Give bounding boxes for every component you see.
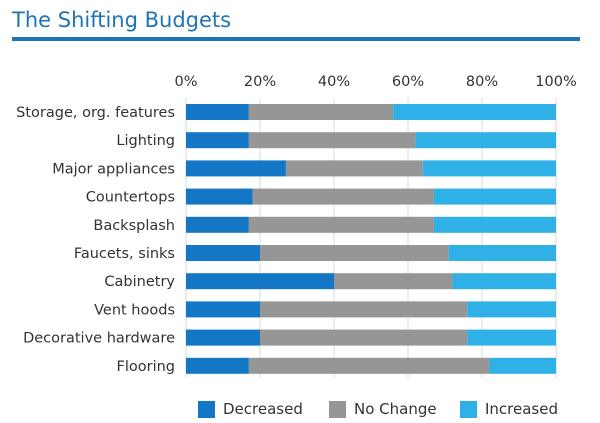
bar-segment	[260, 329, 468, 346]
category-label: Vent hoods	[94, 302, 175, 318]
x-tick-label: 100%	[535, 74, 576, 90]
bar-segment	[186, 216, 249, 233]
bar-segment	[252, 188, 434, 205]
bar-segment	[248, 357, 490, 374]
bar-segment	[186, 188, 253, 205]
category-label: Storage, org. features	[16, 105, 175, 121]
category-label: Flooring	[117, 359, 176, 375]
bar-segment	[448, 245, 556, 261]
bar-segment	[260, 301, 468, 318]
x-tick-label: 80%	[466, 74, 498, 90]
legend-swatch-no-change	[329, 400, 346, 418]
category-label: Countertops	[86, 190, 175, 206]
bar-segment	[393, 104, 556, 120]
legend-item-decreased: Decreased	[198, 400, 303, 418]
legend-label-no-change: No Change	[354, 400, 437, 418]
bar-segment	[433, 188, 556, 205]
bar-segment	[422, 160, 556, 177]
bar-segment	[415, 132, 556, 149]
legend-item-increased: Increased	[460, 400, 558, 418]
category-label: Cabinetry	[104, 274, 175, 290]
bar-segment	[433, 216, 556, 233]
bar-segment	[186, 245, 260, 261]
bar-segment	[186, 357, 249, 374]
chart-title: The Shifting Budgets	[12, 8, 232, 32]
bar-segment	[334, 273, 453, 290]
bar-segment	[489, 357, 556, 374]
x-tick-label: 60%	[392, 74, 424, 90]
stacked-bar-chart: 0% 20% 40% 60% 80% 100% Storage, org. features…	[16, 74, 577, 378]
bar-segment	[248, 104, 394, 120]
category-label: Lighting	[116, 133, 175, 149]
bar-segment	[467, 329, 556, 346]
legend: Decreased No Change Increased	[0, 400, 600, 420]
x-tick-label: 20%	[244, 74, 276, 90]
bar-segment	[248, 216, 434, 233]
category-label: Faucets, sinks	[74, 246, 175, 262]
legend-item-no-change: No Change	[329, 400, 437, 418]
bar-segment	[186, 329, 260, 346]
x-tick-label: 40%	[318, 74, 350, 90]
category-label: Decorative hardware	[23, 331, 175, 347]
bar-segment	[452, 273, 556, 290]
legend-swatch-decreased	[198, 400, 215, 418]
category-label: Major appliances	[52, 161, 175, 177]
bar-segment	[248, 132, 416, 149]
bar-segment	[186, 132, 249, 149]
category-label: Backsplash	[93, 218, 175, 234]
bar-segment	[285, 160, 423, 177]
legend-label-decreased: Decreased	[223, 400, 303, 418]
x-tick-label: 0%	[174, 74, 197, 90]
bar-segment	[186, 273, 334, 290]
title-underline	[12, 37, 580, 41]
legend-swatch-increased	[460, 400, 477, 418]
bar-segment	[260, 245, 449, 261]
bar-segment	[186, 104, 249, 120]
bar-segment	[467, 301, 556, 318]
legend-label-increased: Increased	[485, 400, 559, 418]
bar-segment	[186, 160, 286, 177]
bar-segment	[186, 301, 260, 318]
